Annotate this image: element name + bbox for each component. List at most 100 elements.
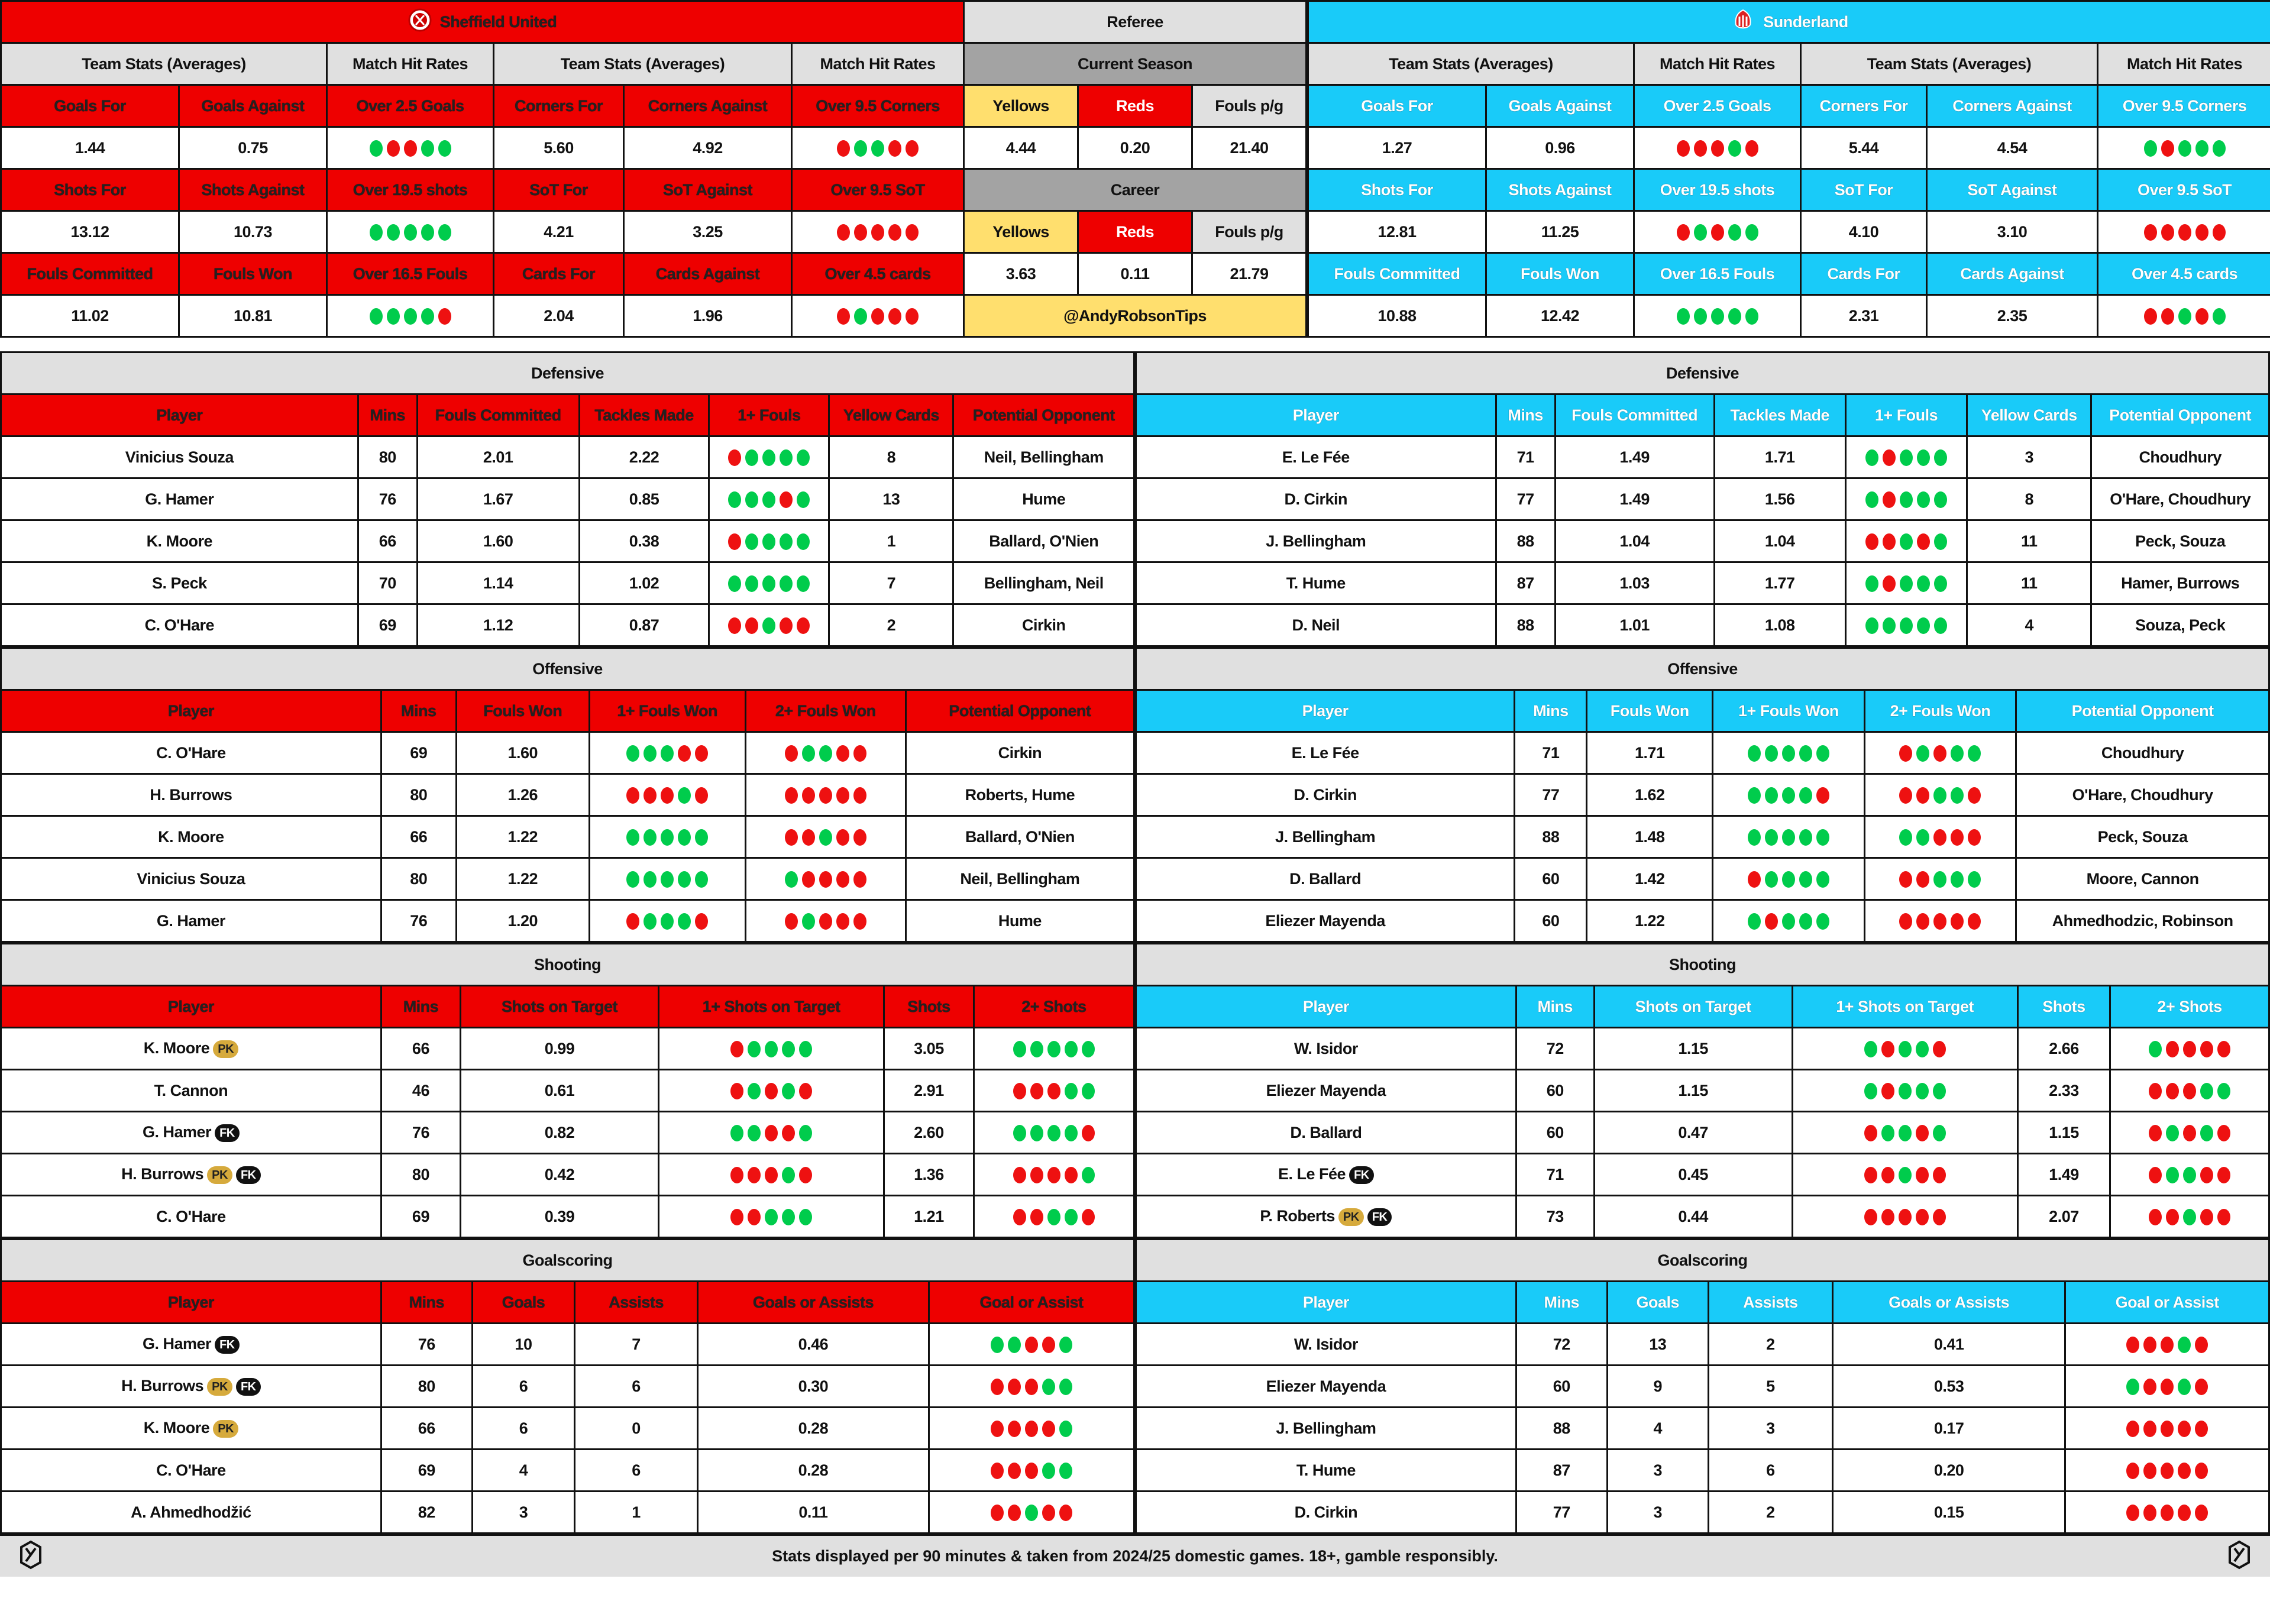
hit-rate-dots [1013,1167,1095,1184]
player-name[interactable]: T. Cannon [154,1081,228,1099]
player-name[interactable]: W. Isidor [1294,1335,1359,1353]
miss-dot [2212,224,2226,241]
player-name[interactable]: D. Neil [1292,616,1340,634]
player-name[interactable]: K. Moore [143,1419,210,1437]
miss-dot [2161,1463,2174,1480]
player-name[interactable]: K. Moore [143,1039,210,1057]
column-header: Potential Opponent [2015,689,2270,733]
player-name[interactable]: D. Cirkin [1294,1503,1358,1521]
miss-dot [888,224,902,241]
fouls-label: Fouls p/g [1191,210,1307,254]
hit-dot [1764,787,1778,804]
player-name[interactable]: S. Peck [152,574,207,592]
player-name[interactable]: J. Bellingham [1266,532,1366,550]
player-name[interactable]: E. Le Fée [1282,448,1350,466]
table-cell: Peck, Souza [2015,815,2270,859]
table-cell: Roberts, Hume [904,773,1136,817]
player-name[interactable]: E. Le Fée [1291,743,1360,762]
player-name[interactable]: Eliezer Mayenda [1266,1377,1386,1395]
column-header: Mins [1515,985,1595,1028]
player-name[interactable]: Eliezer Mayenda [1266,1081,1386,1099]
player-name[interactable]: D. Cirkin [1284,490,1348,508]
hit-dot [1865,575,1879,593]
miss-dot [1024,1337,1038,1354]
player-name[interactable]: P. Roberts [1260,1207,1335,1225]
stat-label: Cards Against [1926,252,2098,296]
section-title: Offensive [1135,647,2270,691]
hit-dot [1030,1125,1043,1142]
player-name[interactable]: Vinicius Souza [125,448,234,466]
player-name[interactable]: H. Burrows [121,1377,204,1395]
player-name[interactable]: D. Ballard [1289,869,1362,888]
player-name[interactable]: J. Bellingham [1275,827,1376,846]
player-name[interactable]: G. Hamer [156,911,226,930]
twitter-handle[interactable]: @AndyRobsonTips [963,294,1307,338]
table-cell: W. Isidor [1135,1322,1517,1366]
column-header: Mins [380,1280,473,1324]
sheffield-united-crest-icon [408,8,432,36]
fouls-label: Fouls p/g [1191,84,1307,128]
miss-dot [730,1083,744,1100]
player-name[interactable]: Vinicius Souza [137,869,245,888]
section-shooting: Shooting Player Mins Shots on Target 1+ Shot… [1135,943,2270,1238]
player-name[interactable]: G. Hamer [143,1123,212,1141]
player-name[interactable]: T. Hume [1286,574,1346,592]
table-cell: 77 [1495,477,1556,521]
stat-value [790,210,965,254]
hit-dot [801,913,815,930]
table-cell: 77 [1515,1490,1608,1534]
player-name[interactable]: C. O'Hare [156,743,226,762]
column-header: Shots [2016,985,2111,1028]
player-name[interactable]: H. Burrows [121,1165,204,1183]
column-header: Potential Opponent [952,393,1135,437]
miss-dot [2195,224,2208,241]
player-name[interactable]: D. Ballard [1290,1123,1362,1141]
table-cell: 1.49 [1554,477,1715,521]
player-name[interactable]: C. O'Hare [156,1461,226,1479]
player-name[interactable]: T. Hume [1296,1461,1356,1479]
player-name[interactable]: A. Ahmedhodžić [131,1503,251,1521]
player-name[interactable]: C. O'Hare [144,616,215,634]
table-cell [2064,1364,2270,1408]
column-header: 2+ Fouls Won [1863,689,2017,733]
home-team-stats: Sheffield United Team Stats (Averages) Mat… [0,0,965,351]
miss-dot [1013,1083,1026,1100]
miss-dot [853,871,866,888]
player-name[interactable]: D. Cirkin [1294,785,1357,804]
stat-label: Over 9.5 Corners [790,84,965,128]
table-cell: 7 [828,561,955,605]
player-name[interactable]: Eliezer Mayenda [1265,911,1385,930]
stat-value [1633,294,1802,338]
section-title-row: Shooting [0,943,1135,986]
table-cell: 0.30 [696,1364,930,1408]
subheader: Match Hit Rates [2096,42,2270,86]
brand-logo-icon [18,1540,44,1573]
hit-dot [1881,1125,1894,1142]
player-name[interactable]: G. Hamer [145,490,214,508]
column-header: Player [0,985,382,1028]
player-name[interactable]: C. O'Hare [156,1207,226,1225]
player-name[interactable]: K. Moore [158,827,224,846]
miss-dot [1915,1125,1929,1142]
stat-label: SoT For [1800,168,1928,212]
table-row: J. Bellingham 88 4 3 0.17 [1135,1406,2270,1450]
stat-label: Shots Against [1485,168,1635,212]
miss-dot [871,224,885,241]
player-name[interactable]: J. Bellingham [1276,1419,1376,1437]
hit-dot [661,871,674,888]
table-row: S. Peck 70 1.14 1.02 7 Bellingham, Neil [0,561,1135,605]
table-cell: 7 [574,1322,699,1366]
stat-label: Over 19.5 shots [326,168,494,212]
miss-dot [2143,1505,2157,1522]
current-yellows: 4.44 [963,126,1079,170]
hit-dot [1747,745,1761,762]
player-name[interactable]: H. Burrows [150,785,232,804]
player-name[interactable]: E. Le Fée [1278,1165,1346,1183]
miss-dot [2183,1041,2197,1058]
team-title: Sunderland [1731,8,1848,36]
table-row: D. Neil 88 1.01 1.08 4 Souza, Peck [1135,603,2270,647]
player-name[interactable]: W. Isidor [1294,1039,1359,1057]
miss-dot [748,1209,761,1226]
player-name[interactable]: G. Hamer [143,1335,212,1353]
player-name[interactable]: K. Moore [146,532,213,550]
